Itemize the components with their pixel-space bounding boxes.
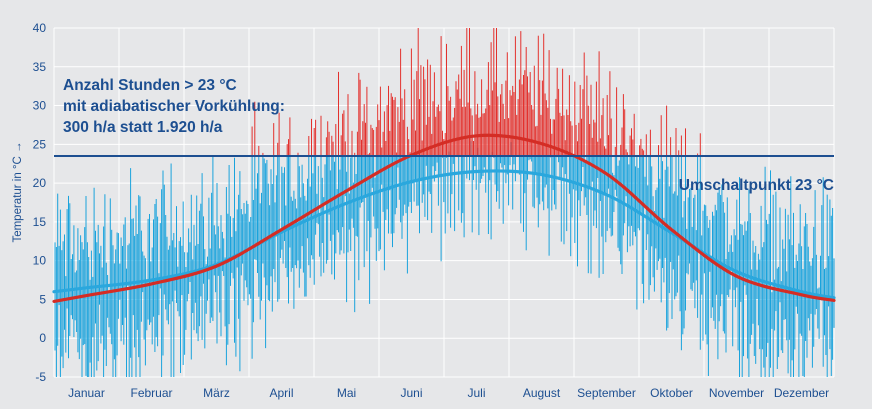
- x-tick-label: Januar: [68, 386, 105, 400]
- threshold-label: Umschaltpunkt 23 °C: [679, 177, 834, 194]
- annotation-line-3: 300 h/a statt 1.920 h/a: [63, 119, 223, 136]
- y-tick-label: 30: [33, 99, 47, 113]
- y-tick-label: 25: [33, 137, 47, 151]
- y-tick-label: 35: [33, 60, 47, 74]
- y-tick-label: -5: [35, 370, 46, 384]
- y-tick-label: 5: [39, 292, 46, 306]
- x-tick-label: Juli: [467, 386, 485, 400]
- y-tick-label: 20: [33, 176, 47, 190]
- y-tick-label: 10: [33, 254, 47, 268]
- y-axis-label: Temperatur in °C →: [12, 141, 24, 242]
- x-tick-label: März: [203, 386, 230, 400]
- y-tick-labels: 40 35 30 25 20 15 10 5 0 -5: [33, 21, 47, 384]
- y-tick-label: 15: [33, 215, 47, 229]
- y-tick-label: 40: [33, 21, 47, 35]
- x-tick-label: August: [523, 386, 561, 400]
- x-tick-label: Mai: [337, 386, 356, 400]
- x-tick-label: Dezember: [774, 386, 829, 400]
- x-tick-labels: Januar Februar März April Mai Juni Juli August S…: [68, 386, 829, 400]
- hourly-temperature-spikes: [54, 28, 835, 377]
- x-tick-label: September: [577, 386, 636, 400]
- trend-line-precooled: [52, 169, 836, 300]
- x-tick-label: Juni: [400, 386, 422, 400]
- trend-line-outdoor: [52, 133, 836, 303]
- x-tick-label: November: [709, 386, 764, 400]
- x-tick-label: Februar: [130, 386, 172, 400]
- trend-curves: [52, 133, 836, 303]
- x-tick-label: April: [269, 386, 293, 400]
- y-tick-label: 0: [39, 331, 46, 345]
- annotation-line-1: Anzahl Stunden > 23 °C: [63, 77, 237, 94]
- annotation-line-2: mit adiabatischer Vorkühlung:: [63, 98, 285, 115]
- x-tick-label: Oktober: [650, 386, 693, 400]
